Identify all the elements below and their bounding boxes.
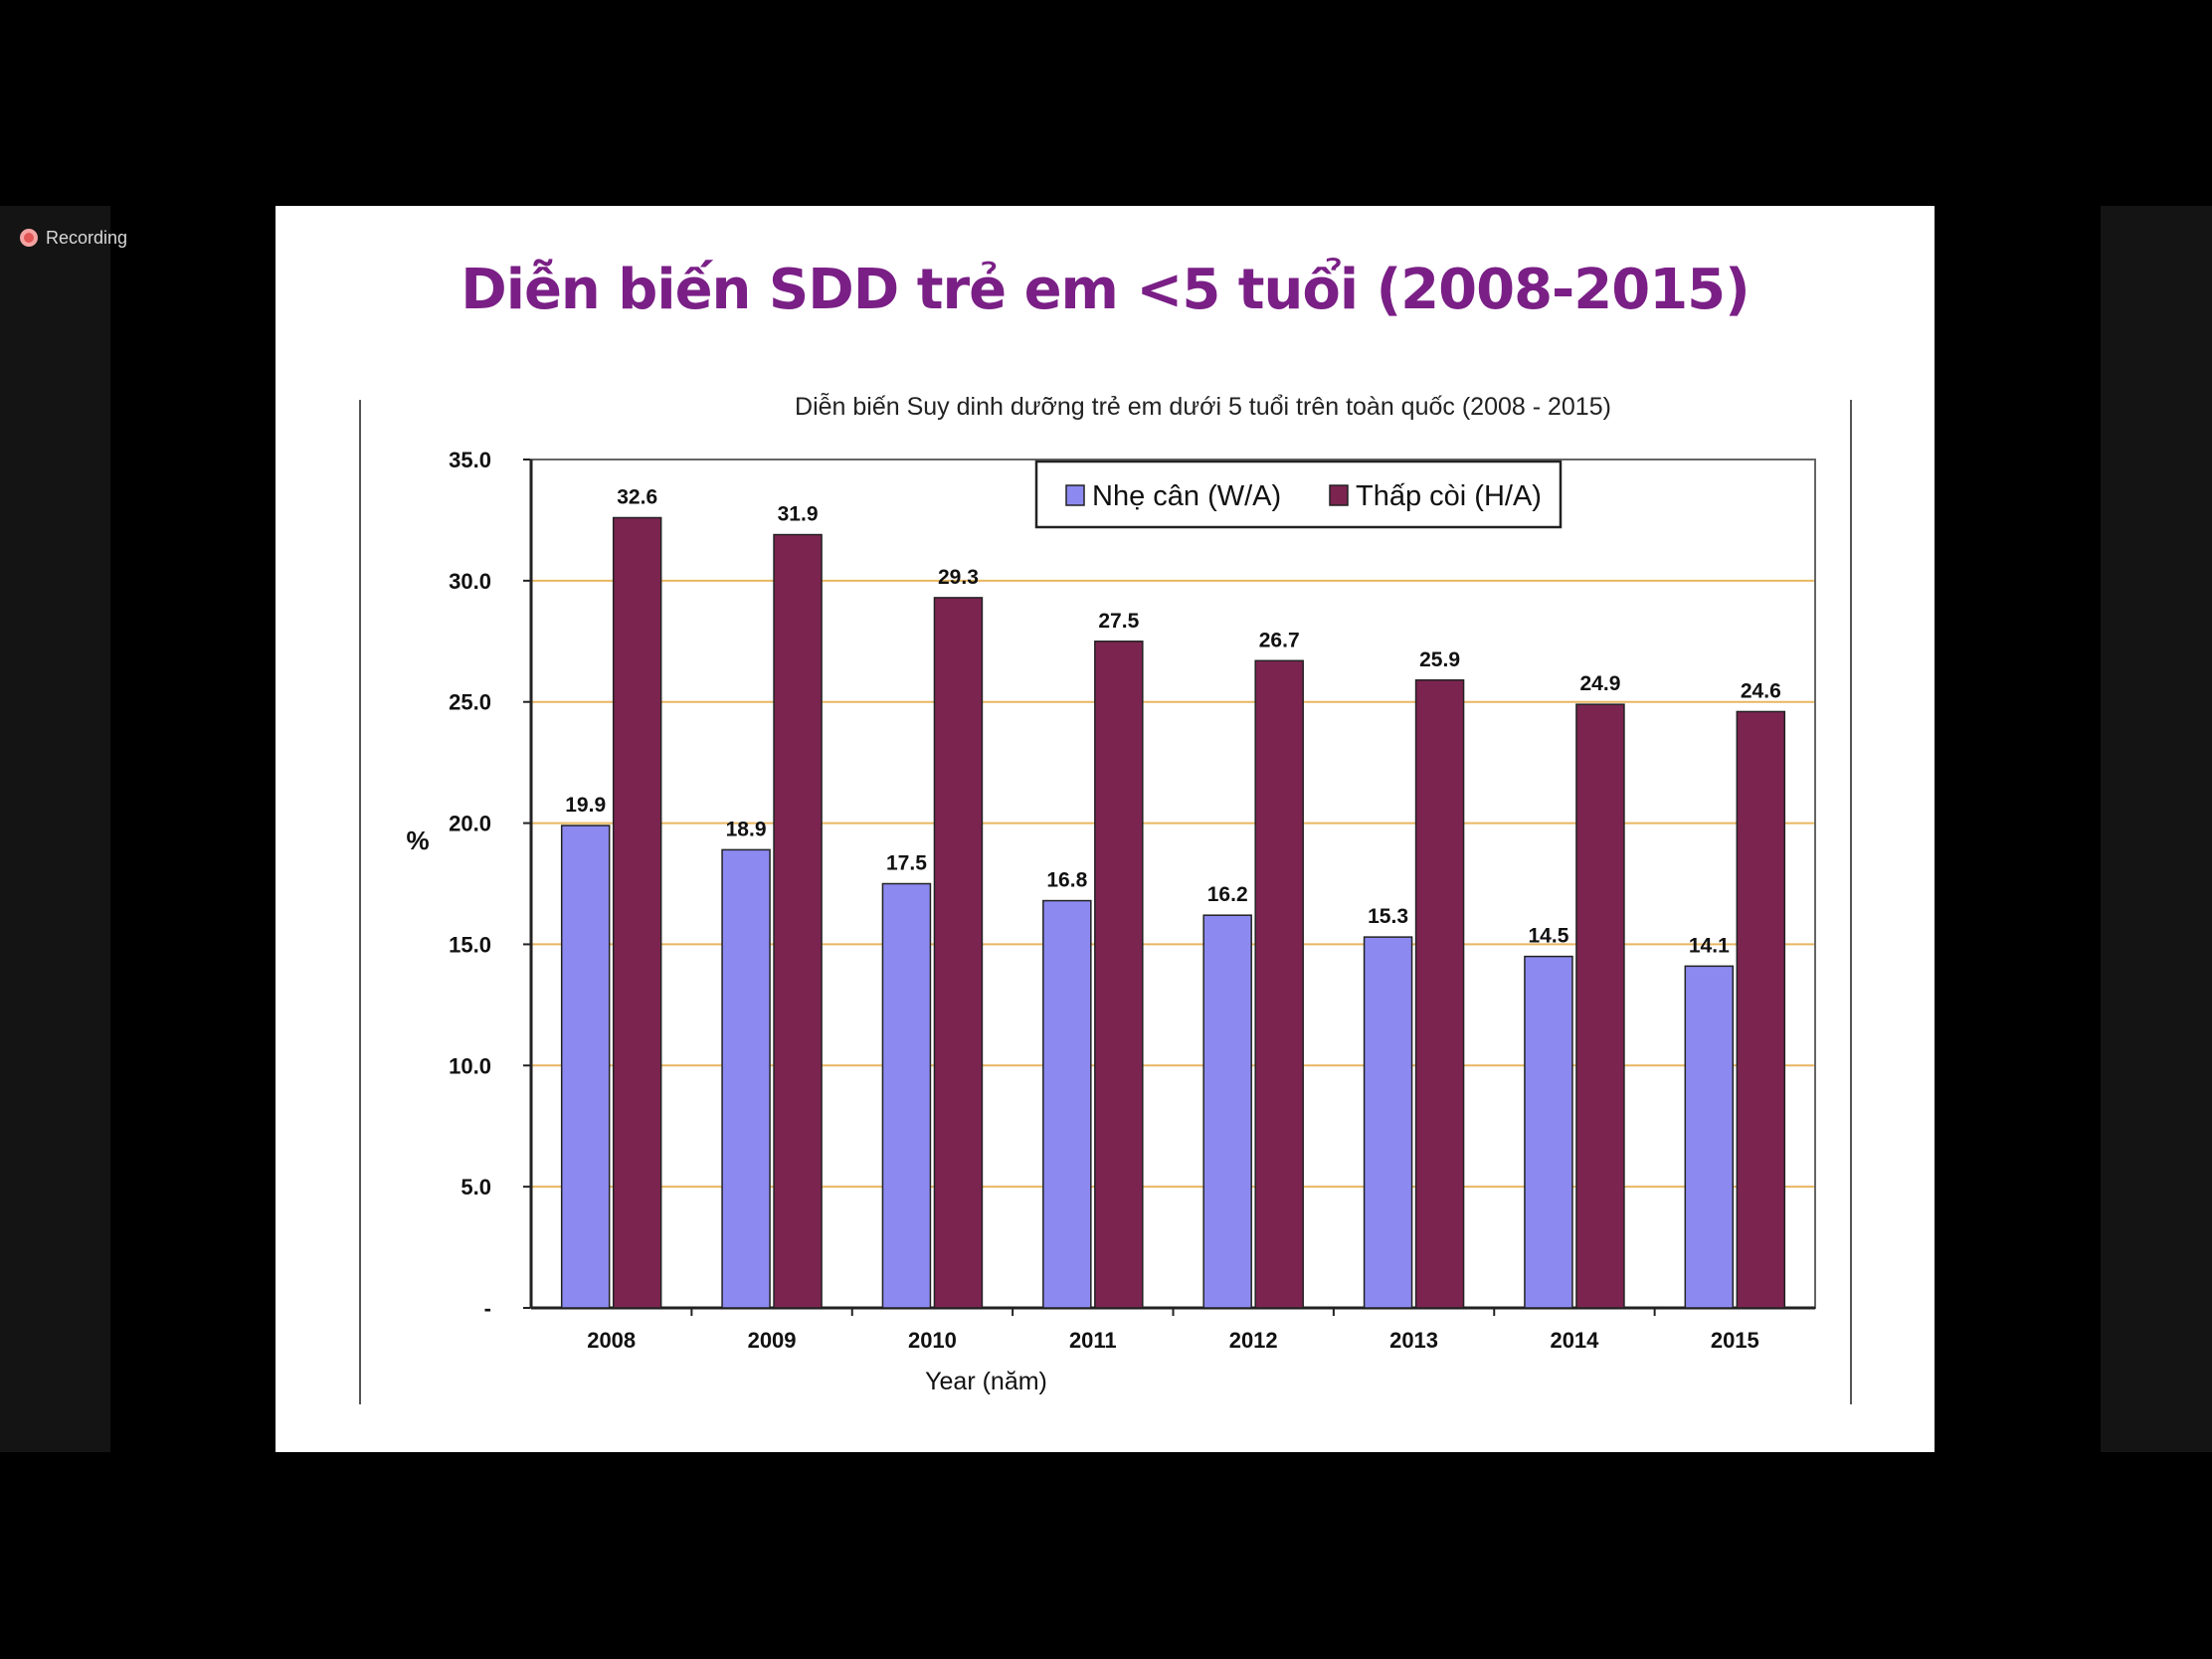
bar-chart: Diễn biến Suy dinh dưỡng trẻ em dưới 5 t… (359, 392, 1852, 1404)
x-tick-label: 2010 (908, 1328, 957, 1353)
y-tick-label: 30.0 (449, 569, 491, 594)
x-tick-label: 2013 (1389, 1328, 1438, 1353)
legend-swatch-wa (1065, 484, 1085, 506)
y-axis-label: % (406, 826, 429, 855)
legend-swatch-ha (1329, 484, 1349, 506)
bar-wa (1684, 965, 1735, 1309)
data-label: 14.1 (1689, 934, 1730, 957)
data-label: 24.9 (1580, 672, 1621, 695)
data-label: 26.7 (1259, 629, 1300, 651)
data-label: 17.5 (886, 852, 927, 875)
legend (1034, 460, 1563, 529)
recording-icon (20, 229, 38, 247)
chart-title: Diễn biến Suy dinh dưỡng trẻ em dưới 5 t… (795, 392, 1611, 421)
left-video-panel (0, 206, 110, 1452)
data-label: 19.9 (565, 794, 606, 817)
x-tick-label: 2012 (1229, 1328, 1278, 1353)
data-label: 29.3 (938, 566, 979, 589)
legend-label-ha: Thấp còi (H/A) (1356, 480, 1542, 512)
presentation-slide: Diễn biến SDD trẻ em <5 tuổi (2008-2015)… (276, 206, 1935, 1452)
bar-wa (1042, 899, 1092, 1309)
x-tick-label: 2011 (1069, 1328, 1117, 1353)
x-tick-label: 2014 (1550, 1328, 1599, 1353)
y-tick-label: 10.0 (449, 1053, 491, 1078)
data-label: 16.8 (1046, 869, 1087, 892)
right-video-panel (2101, 206, 2212, 1452)
x-tick-label: 2009 (748, 1328, 797, 1353)
bar-wa (560, 825, 611, 1309)
slide-title: Diễn biến SDD trẻ em <5 tuổi (2008-2015) (461, 258, 1750, 322)
data-label: 31.9 (778, 503, 819, 526)
data-label: 15.3 (1368, 905, 1408, 928)
data-label: 32.6 (617, 485, 657, 508)
bar-ha (612, 516, 662, 1309)
bar-wa (1363, 936, 1413, 1309)
data-label: 18.9 (726, 818, 767, 840)
y-tick-label: 35.0 (449, 448, 491, 472)
recording-indicator[interactable]: Recording (20, 225, 127, 251)
data-label: 27.5 (1098, 610, 1139, 633)
bar-wa (881, 882, 932, 1309)
bar-ha (1094, 641, 1144, 1309)
bar-wa (1202, 914, 1252, 1309)
bar-wa (721, 848, 771, 1309)
x-tick-label: 2008 (587, 1328, 636, 1353)
bar-ha (933, 597, 984, 1309)
bar-ha (773, 533, 823, 1309)
y-tick-label: 15.0 (449, 932, 491, 957)
data-label: 14.5 (1529, 925, 1569, 948)
x-axis-label: Year (năm) (925, 1368, 1047, 1395)
y-tick-label: 25.0 (449, 690, 491, 715)
bar-wa (1524, 955, 1573, 1309)
legend-label-wa: Nhẹ cân (W/A) (1092, 480, 1281, 512)
bar-ha (1254, 659, 1304, 1309)
recording-label: Recording (46, 227, 128, 248)
y-tick-label: 5.0 (461, 1175, 491, 1199)
y-tick-label: 20.0 (449, 812, 491, 836)
bar-ha (1575, 703, 1625, 1309)
y-tick-label: - (484, 1296, 491, 1321)
data-label: 25.9 (1419, 648, 1460, 671)
bar-ha (1736, 710, 1786, 1309)
bar-ha (1414, 679, 1465, 1309)
data-label: 24.6 (1741, 679, 1781, 702)
x-tick-label: 2015 (1711, 1328, 1759, 1353)
data-label: 16.2 (1207, 883, 1248, 906)
